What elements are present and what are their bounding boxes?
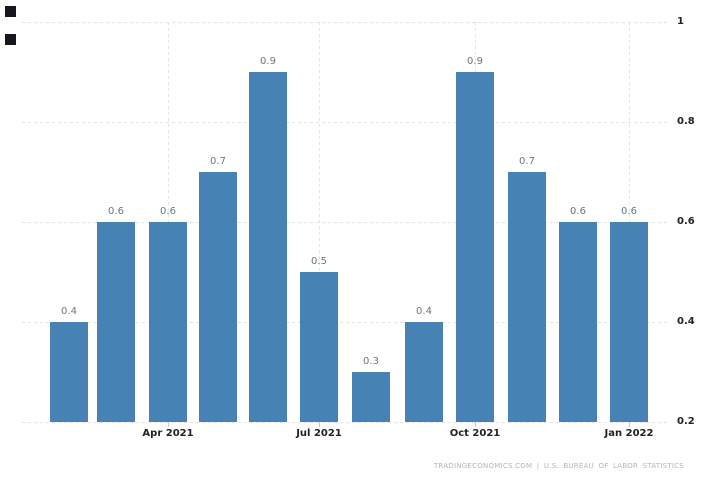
bar-value-label: 0.3 [363,356,379,367]
y-axis-label: 0.4 [677,316,695,327]
bar-value-label: 0.9 [467,56,483,67]
v-gridline [319,22,320,422]
x-axis-label: Jul 2021 [296,428,342,439]
h-gridline [22,322,670,323]
bar-value-label: 0.5 [311,256,327,267]
bar [352,372,390,422]
bar-value-label: 0.6 [570,206,586,217]
y-axis-label: 0.8 [677,116,695,127]
bar-value-label: 0.7 [519,156,535,167]
bar [149,222,187,422]
x-tick [475,422,476,427]
bar [508,172,546,422]
bar-value-label: 0.6 [160,206,176,217]
bar-value-label: 0.9 [260,56,276,67]
bar-value-label: 0.4 [61,306,77,317]
bar-value-label: 0.6 [621,206,637,217]
bar [97,222,135,422]
h-gridline [22,122,670,123]
bar [199,172,237,422]
h-gridline [22,22,670,23]
bar [559,222,597,422]
attribution-text: TRADINGECONOMICS.COM | U.S. BUREAU OF LA… [433,462,684,470]
bar [249,72,287,422]
bar-value-label: 0.6 [108,206,124,217]
y-axis-label: 0.6 [677,216,695,227]
bar [405,322,443,422]
corner-marker [5,34,16,45]
corner-marker [5,6,16,17]
bar-value-label: 0.7 [210,156,226,167]
h-gridline [22,422,670,423]
y-axis-label: 1 [677,16,684,27]
x-tick [168,422,169,427]
bar [300,272,338,422]
bar [610,222,648,422]
x-tick [629,422,630,427]
h-gridline [22,222,670,223]
y-axis-label: 0.2 [677,416,695,427]
x-axis-label: Jan 2022 [604,428,654,439]
bar-value-label: 0.4 [416,306,432,317]
x-axis-label: Apr 2021 [142,428,194,439]
bar [50,322,88,422]
x-axis-label: Oct 2021 [449,428,501,439]
bar [456,72,494,422]
x-tick [319,422,320,427]
